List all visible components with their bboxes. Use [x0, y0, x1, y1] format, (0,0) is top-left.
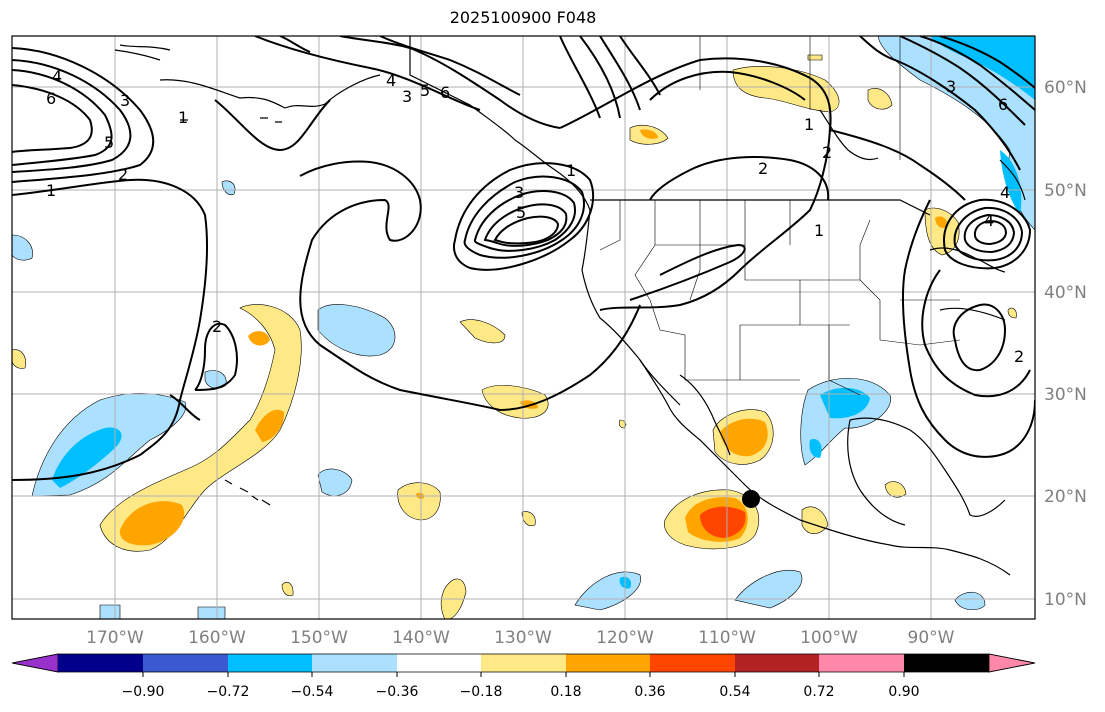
contour-label: 2	[212, 317, 222, 336]
lon-tick-label: 100°W	[800, 628, 858, 648]
lon-tick-label: 130°W	[494, 628, 552, 648]
contour-label: 4	[386, 71, 396, 90]
contour-label: 1	[178, 108, 188, 127]
colorbar-tick-label: −0.54	[291, 684, 334, 700]
contour-label: 5	[420, 81, 430, 100]
colorbar-min-extension	[11, 653, 59, 673]
lat-tick-label: 20°N	[1044, 487, 1087, 507]
map-frame	[11, 35, 1036, 620]
colorbar-tick-label: 0.72	[803, 684, 834, 700]
contours	[12, 36, 1035, 481]
map-title: 2025100900 F048	[449, 8, 597, 27]
colorbar-tick-label: 0.36	[634, 684, 665, 700]
colorbar-segment	[566, 654, 650, 672]
contour-label: 2	[822, 143, 832, 162]
colorbar-segment	[735, 654, 819, 672]
lon-tick-label: 170°W	[86, 628, 144, 648]
colorbar-segment	[904, 654, 989, 672]
colorbar-segment	[397, 654, 481, 672]
contour-label: 4	[52, 67, 62, 86]
lon-tick-label: 120°W	[596, 628, 654, 648]
lon-tick-label: 150°W	[290, 628, 348, 648]
colorbar-segment	[819, 654, 904, 672]
contour-label: 3	[402, 87, 412, 106]
contour-label: 3	[946, 77, 956, 96]
contour-label: 1	[804, 115, 814, 134]
colorbar-tick-label: 0.90	[888, 684, 919, 700]
contour-label: 6	[440, 83, 450, 102]
colorbar-segment	[650, 654, 735, 672]
colorbar-segment	[143, 654, 228, 672]
contour-label: 5	[516, 203, 526, 222]
contour-label: 2	[118, 165, 128, 184]
latitude-axis: 60°N 50°N 40°N 30°N 20°N 10°N	[1044, 78, 1087, 610]
colorbar-segment	[228, 654, 312, 672]
contour-label: 5	[104, 133, 114, 152]
colorbar-tick-label: 0.54	[719, 684, 750, 700]
lat-tick-label: 10°N	[1044, 590, 1087, 610]
lon-tick-label: 140°W	[392, 628, 450, 648]
contour-label: 2	[758, 159, 768, 178]
colorbar-tick-label: −0.72	[207, 684, 250, 700]
colorbar-outline	[11, 653, 1036, 673]
colorbar-max-extension	[988, 653, 1036, 673]
colorbar-tick-label: −0.18	[460, 684, 503, 700]
contour-label: 6	[998, 95, 1008, 114]
longitude-axis: 170°W 160°W 150°W 140°W 130°W 120°W 110°…	[86, 628, 955, 648]
lat-tick-label: 30°N	[1044, 385, 1087, 405]
contour-label: 3	[120, 91, 130, 110]
colorbar-segment	[312, 654, 397, 672]
colorbar-segment	[481, 654, 566, 672]
contour-label: 4	[984, 211, 994, 230]
colorbar-tick-label: −0.36	[376, 684, 419, 700]
contour-label: 3	[514, 183, 524, 202]
colorbar: −0.90 −0.72 −0.54 −0.36 −0.18 0.18 0.36 …	[11, 653, 1036, 700]
lat-tick-label: 50°N	[1044, 181, 1087, 201]
contour-label: 4	[1000, 183, 1010, 202]
coastlines	[114, 36, 1026, 576]
lon-tick-label: 160°W	[188, 628, 246, 648]
colorbar-tick-label: −0.90	[122, 684, 165, 700]
contour-label: 1	[814, 221, 824, 240]
state-borders	[599, 36, 961, 396]
colorbar-segment	[58, 654, 143, 672]
lon-tick-label: 90°W	[908, 628, 955, 648]
lat-tick-label: 40°N	[1044, 283, 1087, 303]
contour-label: 6	[46, 89, 56, 108]
contour-label: 2	[1014, 347, 1024, 366]
contour-label: 1	[46, 181, 56, 200]
storm-marker	[742, 490, 760, 508]
lat-tick-label: 60°N	[1044, 78, 1087, 98]
contour-label-group: 4 6 3 5 1 2 1 2 3 4 5 6 3 5 2 1 2 1 4 3 …	[46, 67, 1024, 366]
contour-label: 1	[566, 161, 576, 180]
lon-tick-label: 110°W	[698, 628, 756, 648]
colorbar-tick-label: 0.18	[550, 684, 581, 700]
